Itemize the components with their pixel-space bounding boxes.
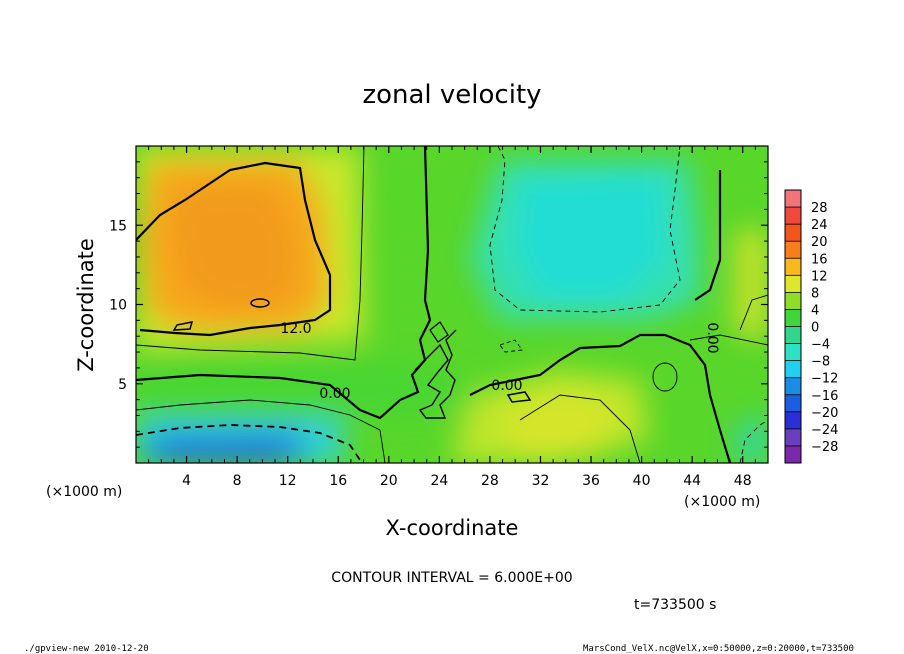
colorbar-label: 8 (811, 286, 819, 301)
colorbar-swatch (785, 207, 801, 225)
x-tick-label: 24 (430, 473, 448, 489)
colorbar-swatch (785, 309, 801, 327)
y-axis-label: Z-coordinate (74, 238, 98, 372)
contour-line (689, 334, 768, 346)
contour-line (250, 298, 270, 308)
colorbar-label: 28 (811, 201, 828, 216)
contour-line (499, 339, 523, 353)
x-tick-label: 32 (532, 473, 550, 489)
contour-line (429, 321, 449, 343)
colorbar-swatch (785, 292, 801, 310)
colorbar-label: −20 (811, 406, 838, 421)
y-tick-label: 10 (109, 298, 127, 314)
x-tick-label: 20 (380, 473, 398, 489)
colorbar-swatch (785, 360, 801, 379)
contour-label: 12.0 (280, 321, 311, 337)
x-axis-ticks: 4 8 12 16 20 24 28 32 36 40 44 48 (148, 146, 756, 489)
y-axis-ticks: 5 10 15 (109, 161, 768, 448)
contour-line (172, 321, 194, 331)
y-axis-unit: (×1000 m) (46, 484, 122, 500)
colorbar-swatch (785, 224, 801, 242)
colorbar-label: −24 (811, 423, 838, 438)
contour-interval-text: CONTOUR INTERVAL = 6.000E+00 (331, 570, 572, 586)
colorbar-swatch (785, 394, 801, 413)
y-tick-label: 5 (118, 377, 127, 393)
contour-label: 0.00 (319, 386, 350, 402)
x-tick-label: 8 (233, 473, 242, 489)
colorbar-swatch (785, 326, 801, 345)
colorbar-swatch (785, 428, 801, 447)
contour-line (414, 329, 457, 419)
contour-label: 0.00 (704, 322, 720, 353)
footer-left: ./gpview-new 2010-12-20 (24, 644, 149, 654)
contour-label: 0.00 (491, 378, 522, 394)
x-tick-label: 40 (633, 473, 651, 489)
x-tick-label: 16 (329, 473, 347, 489)
x-tick-label: 44 (683, 473, 701, 489)
colorbar-label: −12 (811, 372, 838, 387)
x-tick-label: 28 (481, 473, 499, 489)
colorbar-swatch (785, 275, 801, 293)
chart-title: zonal velocity (362, 80, 541, 110)
contour-line (652, 362, 678, 392)
contour-line (136, 146, 432, 420)
x-tick-label: 36 (582, 473, 600, 489)
colorbar-label: 12 (811, 269, 828, 284)
colorbar-label: 4 (811, 303, 819, 318)
colorbar-swatch (785, 343, 801, 362)
field-region (170, 185, 295, 310)
y-tick-label: 15 (109, 218, 127, 234)
colorbar-swatch (785, 190, 801, 208)
x-axis-unit: (×1000 m) (684, 494, 760, 510)
colorbar-label: 24 (811, 218, 828, 233)
x-tick-label: 4 (182, 473, 191, 489)
field-region (160, 442, 290, 463)
colorbar-label: −16 (811, 389, 838, 404)
contour-line (469, 333, 732, 463)
contour-line (136, 424, 363, 463)
contour-line (694, 170, 722, 301)
contour-line (519, 394, 641, 463)
contour-line (136, 146, 365, 361)
field-region (735, 230, 768, 340)
contour-labels: 12.0 0.00 0.00 0.00 (280, 321, 720, 402)
field-region (515, 175, 665, 300)
colorbar-label: 20 (811, 235, 828, 250)
contour-line (739, 419, 768, 463)
field-region (500, 390, 620, 460)
contour-line (739, 294, 768, 331)
contour-line (136, 399, 386, 463)
colorbar-swatch (785, 377, 801, 396)
colorbar-swatch (785, 241, 801, 259)
field-region (735, 415, 768, 463)
colorbar-swatch (785, 411, 801, 430)
colorbar-swatch (785, 445, 801, 464)
colorbar-label: 0 (811, 321, 819, 336)
contour-line (136, 161, 332, 337)
colorbar-label: −4 (811, 338, 830, 353)
x-axis-label: X-coordinate (386, 516, 519, 540)
colorbar-label: −8 (811, 355, 830, 370)
colorbar-label: 16 (811, 252, 828, 267)
x-tick-label: 12 (279, 473, 297, 489)
plot-area (136, 146, 768, 463)
time-text: t=733500 s (634, 597, 716, 613)
contour-line (506, 391, 532, 403)
colorbar: 28 24 20 16 12 8 4 0 −4 −8 −12 −16 −20 −24 −28 (784, 189, 838, 464)
colorbar-swatch (785, 258, 801, 276)
contour-line (489, 146, 681, 313)
colorbar-label: −28 (811, 440, 838, 455)
x-tick-label: 48 (734, 473, 752, 489)
footer-right: MarsCond_VelX.nc@VelX,x=0:50000,z=0:2000… (583, 644, 854, 654)
